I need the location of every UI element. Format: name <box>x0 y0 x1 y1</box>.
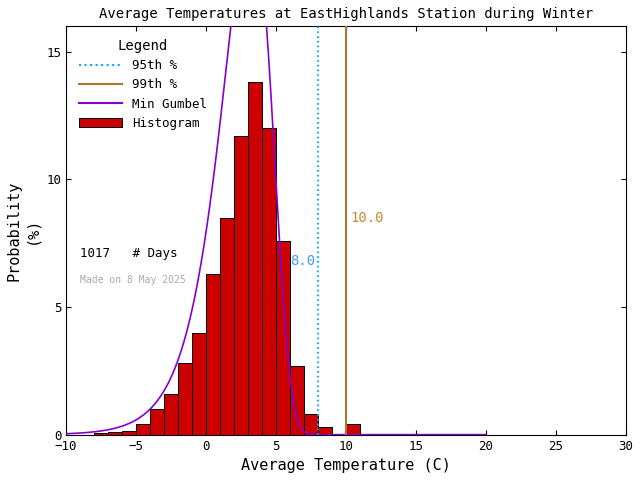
Bar <box>262 128 276 434</box>
Bar <box>234 136 248 434</box>
Text: 8.0: 8.0 <box>290 254 315 268</box>
Bar <box>248 83 262 434</box>
Bar <box>136 424 150 434</box>
Bar <box>192 333 206 434</box>
Legend: 95th %, 99th %, Min Gumbel, Histogram: 95th %, 99th %, Min Gumbel, Histogram <box>72 33 214 136</box>
Bar <box>346 424 360 434</box>
Y-axis label: Probability
(%): Probability (%) <box>7 180 39 281</box>
Bar <box>276 240 290 434</box>
Bar <box>290 366 304 434</box>
Text: 1017   # Days: 1017 # Days <box>80 247 178 260</box>
Bar <box>178 363 192 434</box>
Bar <box>94 433 108 434</box>
Bar <box>318 427 332 434</box>
Text: Made on 8 May 2025: Made on 8 May 2025 <box>80 276 186 286</box>
Text: 10.0: 10.0 <box>350 211 383 225</box>
Bar <box>206 274 220 434</box>
Title: Average Temperatures at EastHighlands Station during Winter: Average Temperatures at EastHighlands St… <box>99 7 593 21</box>
Bar <box>150 409 164 434</box>
Bar <box>122 431 136 434</box>
Bar <box>164 394 178 434</box>
X-axis label: Average Temperature (C): Average Temperature (C) <box>241 458 451 473</box>
Bar <box>304 414 318 434</box>
Bar <box>220 218 234 434</box>
Bar <box>108 432 122 434</box>
